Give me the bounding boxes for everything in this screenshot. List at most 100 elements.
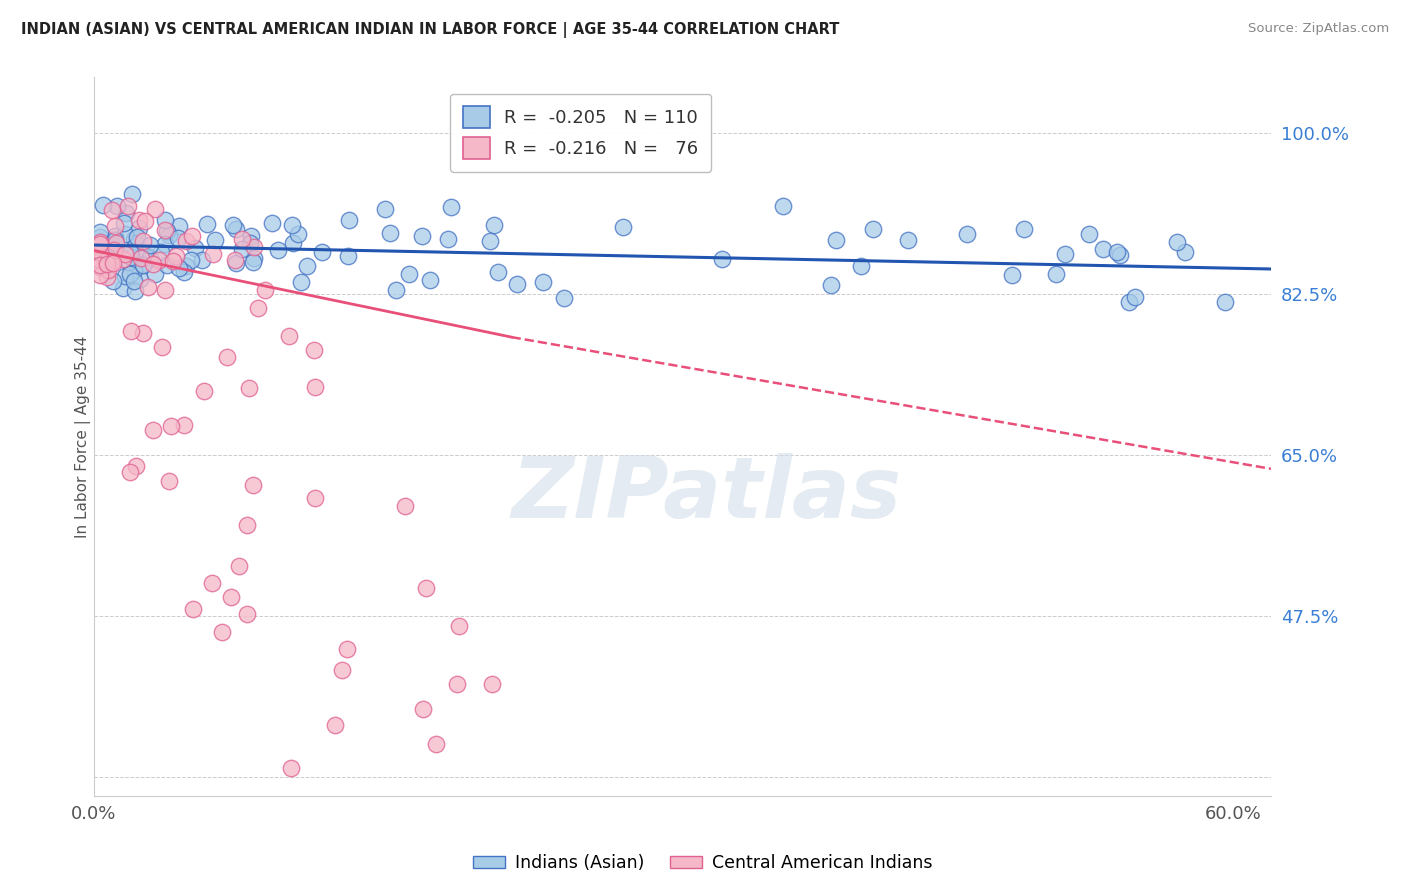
Point	[224, 252, 246, 267]
Point	[201, 576, 224, 591]
Point	[481, 677, 503, 691]
Point	[330, 663, 353, 677]
Point	[153, 283, 176, 297]
Point	[1105, 244, 1128, 259]
Point	[181, 229, 204, 244]
Point	[125, 230, 148, 244]
Point	[1001, 268, 1024, 283]
Point	[155, 223, 177, 237]
Point	[181, 602, 204, 616]
Point	[100, 256, 122, 270]
Point	[311, 245, 333, 260]
Point	[89, 260, 111, 274]
Point	[1012, 221, 1035, 235]
Point	[437, 231, 460, 245]
Point	[118, 255, 141, 269]
Point	[419, 273, 441, 287]
Point	[111, 280, 134, 294]
Point	[153, 236, 176, 251]
Point	[337, 213, 360, 227]
Point	[1118, 295, 1140, 310]
Point	[531, 275, 554, 289]
Point	[149, 245, 172, 260]
Point	[710, 252, 733, 266]
Point	[132, 247, 155, 261]
Point	[231, 242, 253, 256]
Point	[238, 380, 260, 394]
Point	[1078, 227, 1101, 242]
Point	[89, 245, 111, 260]
Point	[139, 251, 162, 265]
Point	[101, 256, 124, 270]
Point	[336, 249, 359, 263]
Point	[242, 478, 264, 492]
Point	[295, 260, 318, 274]
Point	[166, 249, 188, 263]
Point	[278, 328, 301, 343]
Point	[304, 380, 326, 394]
Point	[131, 234, 153, 248]
Point	[174, 234, 197, 248]
Point	[114, 269, 136, 284]
Point	[412, 702, 434, 716]
Point	[384, 283, 406, 297]
Point	[553, 291, 575, 305]
Point	[380, 226, 402, 240]
Point	[253, 283, 276, 297]
Point	[148, 253, 170, 268]
Point	[191, 252, 214, 267]
Point	[222, 218, 245, 232]
Point	[134, 250, 156, 264]
Point	[162, 254, 184, 268]
Point	[129, 251, 152, 265]
Point	[122, 274, 145, 288]
Point	[1213, 295, 1236, 310]
Point	[112, 216, 135, 230]
Point	[129, 259, 152, 273]
Point	[103, 243, 125, 257]
Point	[100, 237, 122, 252]
Point	[482, 218, 505, 232]
Point	[231, 232, 253, 246]
Point	[174, 259, 197, 273]
Text: INDIAN (ASIAN) VS CENTRAL AMERICAN INDIAN IN LABOR FORCE | AGE 35-44 CORRELATION: INDIAN (ASIAN) VS CENTRAL AMERICAN INDIA…	[21, 22, 839, 38]
Point	[157, 474, 180, 488]
Point	[394, 500, 416, 514]
Point	[825, 233, 848, 247]
Point	[242, 255, 264, 269]
Point	[132, 326, 155, 340]
Point	[156, 224, 179, 238]
Point	[235, 517, 257, 532]
Point	[195, 217, 218, 231]
Point	[94, 254, 117, 268]
Point	[114, 205, 136, 219]
Point	[150, 340, 173, 354]
Point	[425, 737, 447, 751]
Point	[104, 219, 127, 234]
Point	[117, 199, 139, 213]
Point	[120, 251, 142, 265]
Point	[374, 202, 396, 217]
Point	[97, 263, 120, 277]
Point	[242, 251, 264, 265]
Point	[104, 234, 127, 248]
Point	[89, 258, 111, 272]
Point	[225, 256, 247, 270]
Point	[167, 230, 190, 244]
Legend: R =  -0.205   N = 110, R =  -0.216   N =   76: R = -0.205 N = 110, R = -0.216 N = 76	[450, 94, 711, 172]
Point	[193, 384, 215, 399]
Point	[142, 257, 165, 271]
Point	[124, 284, 146, 298]
Point	[159, 227, 181, 242]
Point	[89, 229, 111, 244]
Point	[132, 258, 155, 272]
Point	[143, 202, 166, 216]
Point	[235, 607, 257, 621]
Point	[138, 238, 160, 252]
Point	[287, 227, 309, 242]
Point	[156, 258, 179, 272]
Point	[1174, 244, 1197, 259]
Point	[173, 418, 195, 433]
Point	[247, 301, 270, 316]
Point	[111, 252, 134, 266]
